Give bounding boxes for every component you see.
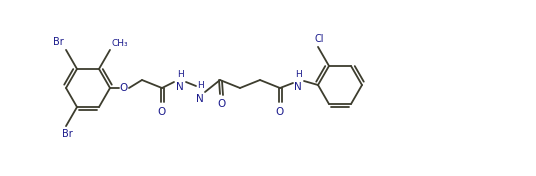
Text: N: N — [294, 82, 302, 92]
Text: N: N — [196, 94, 204, 104]
Text: N: N — [176, 82, 184, 92]
Text: Br: Br — [62, 129, 72, 139]
Text: O: O — [158, 107, 166, 117]
Text: O: O — [218, 99, 226, 109]
Text: H: H — [295, 70, 301, 79]
Text: Cl: Cl — [314, 34, 324, 44]
Text: H: H — [177, 70, 183, 79]
Text: H: H — [197, 81, 203, 90]
Text: CH₃: CH₃ — [111, 39, 128, 48]
Text: O: O — [276, 107, 284, 117]
Text: O: O — [120, 83, 128, 93]
Text: Br: Br — [53, 37, 64, 47]
